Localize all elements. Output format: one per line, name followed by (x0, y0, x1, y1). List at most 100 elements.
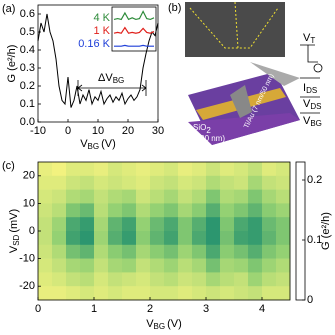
heatmap-cell (38, 217, 53, 232)
heatmap-cell (262, 162, 277, 177)
heatmap-cell (52, 231, 67, 246)
sem-image (185, 2, 285, 57)
heatmap-cell (94, 175, 109, 190)
heatmap-cell (94, 286, 109, 301)
nanowire (230, 85, 252, 118)
heatmap-cell (38, 231, 53, 246)
heatmap-cell (164, 258, 179, 273)
label: VDS (303, 98, 321, 111)
heatmap-cell (276, 189, 291, 204)
x-tick-label: 4 (259, 303, 265, 315)
heatmap-cell (262, 217, 277, 232)
heatmap-cell (122, 272, 137, 287)
heatmap-cell (52, 217, 67, 232)
heatmap-cell (248, 175, 263, 190)
heatmap-cell (38, 203, 53, 218)
heatmap-cell (122, 231, 137, 246)
heatmap-cell (164, 244, 179, 259)
heatmap-cell (192, 286, 207, 301)
heatmap-cell (276, 203, 291, 218)
heatmap-cell (234, 258, 249, 273)
heatmap-cell (108, 272, 123, 287)
heatmap-cell (136, 162, 151, 177)
heatmap-cell (262, 244, 277, 259)
heatmap-cell (80, 189, 95, 204)
heatmap-cell (122, 258, 137, 273)
x-tick-label: -10 (30, 125, 46, 137)
label: VT (303, 32, 315, 45)
heatmap-cell (206, 231, 221, 246)
heatmap-cell (262, 175, 277, 190)
heatmap-cell (52, 244, 67, 259)
heatmap-cell (178, 175, 193, 190)
heatmap-cell (178, 231, 193, 246)
heatmap-cell (122, 244, 137, 259)
label-unit: (mV) (8, 209, 20, 233)
heatmap-cell (80, 258, 95, 273)
x-tick-label: 2 (147, 303, 153, 315)
label-text: V (303, 98, 311, 110)
circuit (300, 44, 320, 114)
y-tick-label: 0.4 (20, 44, 35, 56)
heatmap-cell (108, 162, 123, 177)
heatmap-cell (80, 162, 95, 177)
heatmap-cell (150, 258, 165, 273)
heatmap-cell (66, 217, 81, 232)
heatmap-cell (276, 272, 291, 287)
label-text: V (80, 138, 88, 150)
heatmap-cell (150, 272, 165, 287)
heatmap-cell (192, 189, 207, 204)
heatmap-cell (80, 272, 95, 287)
line (37, 13, 159, 108)
heatmap-cell (52, 286, 67, 301)
x-tick-label: 0 (35, 303, 41, 315)
heatmap-cell (122, 217, 137, 232)
heatmap-cell (206, 162, 221, 177)
heatmap-cell (192, 231, 207, 246)
heatmap-cell (38, 258, 53, 273)
heatmap-cell (248, 286, 263, 301)
label-unit: (V) (101, 138, 116, 150)
label-text: V (8, 245, 20, 253)
heatmap-cell (94, 189, 109, 204)
heatmap-cell (164, 175, 179, 190)
colorbar-tick-label: 0 (307, 294, 313, 306)
label-sub: DS (310, 102, 321, 111)
legend-label: 0.16 K (78, 38, 110, 50)
heatmap-cell (248, 217, 263, 232)
heatmap-cell (234, 286, 249, 301)
heatmap-cell (66, 258, 81, 273)
label: VBG (V) (146, 318, 182, 331)
label-sub: BG (154, 322, 166, 331)
heatmap-cell (206, 217, 221, 232)
x-tick-label: 0 (65, 125, 71, 137)
y-tick-label: 0.0 (20, 116, 35, 128)
label-text: V (303, 32, 311, 44)
heatmap-cell (136, 175, 151, 190)
y-tick-label: 0.3 (20, 62, 35, 74)
heatmap-cell (80, 175, 95, 190)
substrate (188, 113, 300, 145)
heatmap-cell (248, 244, 263, 259)
heatmap-cell (108, 231, 123, 246)
heatmap-cell (52, 162, 67, 177)
heatmap-cell (122, 175, 137, 190)
heatmap-cell (178, 203, 193, 218)
y-axis-label: G (e²/h) (6, 45, 18, 83)
heatmap-cell (150, 189, 165, 204)
heatmap-cell (234, 231, 249, 246)
heatmap-cell (192, 244, 207, 259)
label-sub: BG (88, 142, 100, 151)
label-unit: (V) (167, 318, 182, 330)
x-tick-label: 20 (122, 125, 134, 137)
heatmap-cell (66, 231, 81, 246)
heatmap-cell (262, 286, 277, 301)
label-sub: SD (12, 234, 21, 245)
y-tick-label: 0.1 (20, 98, 35, 110)
y-tick-label: -20 (19, 280, 35, 292)
heatmap-cell (66, 286, 81, 301)
tip (250, 62, 300, 86)
heatmap-cell (38, 272, 53, 287)
outline (189, 7, 279, 49)
